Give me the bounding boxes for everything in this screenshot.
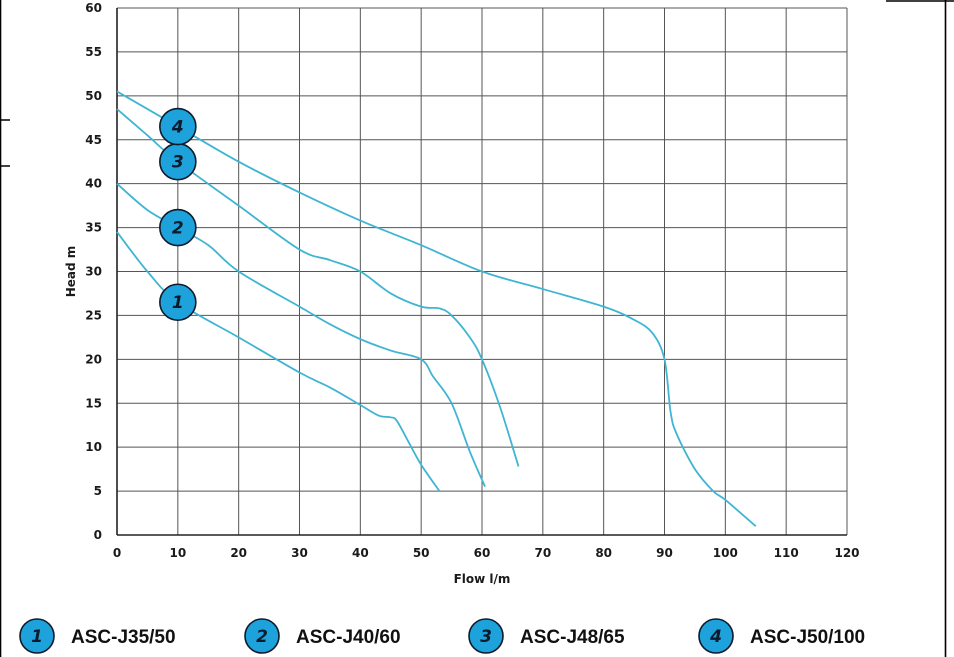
legend-badge-4-circle xyxy=(698,618,734,654)
x-tick-label: 30 xyxy=(291,546,308,560)
x-tick-label: 40 xyxy=(352,546,369,560)
y-tick-label: 25 xyxy=(85,308,102,322)
y-tick-label: 5 xyxy=(94,484,102,498)
x-tick-label: 0 xyxy=(113,546,121,560)
legend-label-1: ASC-J35/50 xyxy=(71,627,176,648)
curve-badge-4-circle xyxy=(159,107,197,146)
x-tick-label: 100 xyxy=(713,546,738,560)
curve-badge-2-circle xyxy=(159,208,197,247)
y-tick-label: 35 xyxy=(85,221,102,235)
y-tick-label: 30 xyxy=(85,265,102,279)
legend-label-3: ASC-J48/65 xyxy=(520,627,625,648)
series-line-1 xyxy=(116,231,441,492)
y-tick-label: 20 xyxy=(85,352,102,366)
curve-badge-2: 2 xyxy=(159,208,197,247)
curve-badge-4-number: 4 xyxy=(171,118,184,138)
x-tick-label: 20 xyxy=(230,546,247,560)
y-tick-label: 50 xyxy=(85,89,102,103)
curve-badge-1-number: 1 xyxy=(172,293,184,313)
legend-badge-1: 1 xyxy=(19,618,55,654)
x-tick-label: 60 xyxy=(474,546,491,560)
curve-badge-4: 4 xyxy=(159,107,197,146)
curve-badge-3-number: 3 xyxy=(172,153,184,173)
x-tick-label: 120 xyxy=(834,546,859,560)
x-tick-label: 80 xyxy=(595,546,612,560)
legend-badge-3: 3 xyxy=(468,618,504,654)
y-tick-label: 10 xyxy=(85,440,102,454)
curve-badge-3: 3 xyxy=(159,142,197,181)
y-tick-label: 55 xyxy=(85,45,102,59)
y-axis-label: Head m xyxy=(64,246,78,298)
x-tick-label: 110 xyxy=(774,546,799,560)
y-tick-label: 60 xyxy=(85,1,102,15)
legend: 1 ASC-J35/50 2 ASC-J40/60 3 ASC-J48/65 4 ASC-J5… xyxy=(19,618,865,654)
curve-badge-1-circle xyxy=(159,283,197,322)
tick-labels: 0 10 20 30 40 50 60 70 80 90 100 110 120 0 5 10 15 20 25 30… xyxy=(85,1,859,560)
legend-badge-2-circle xyxy=(244,618,280,654)
legend-badge-3-number: 3 xyxy=(480,627,492,647)
x-tick-label: 50 xyxy=(413,546,430,560)
legend-badge-4: 4 xyxy=(698,618,734,654)
legend-badge-2-number: 2 xyxy=(256,627,268,647)
series-lines xyxy=(116,90,757,527)
x-tick-label: 90 xyxy=(656,546,673,560)
x-tick-label: 10 xyxy=(169,546,186,560)
x-axis-label: Flow l/m xyxy=(454,572,511,586)
legend-badge-3-circle xyxy=(468,618,504,654)
y-tick-label: 45 xyxy=(85,133,102,147)
legend-badge-2: 2 xyxy=(244,618,280,654)
y-tick-label: 0 xyxy=(94,528,102,542)
series-line-4 xyxy=(116,90,757,527)
legend-label-4: ASC-J50/100 xyxy=(750,627,865,648)
curve-badges: 1 2 3 4 xyxy=(159,107,197,322)
y-tick-label: 15 xyxy=(85,396,102,410)
legend-badge-4-number: 4 xyxy=(709,627,722,647)
x-tick-label: 70 xyxy=(534,546,551,560)
y-tick-label: 40 xyxy=(85,177,102,191)
curve-badge-1: 1 xyxy=(159,283,197,322)
curve-badge-2-number: 2 xyxy=(172,219,184,239)
legend-label-2: ASC-J40/60 xyxy=(296,627,401,648)
legend-badge-1-number: 1 xyxy=(31,627,43,647)
legend-badge-1-circle xyxy=(19,618,55,654)
series-line-3 xyxy=(116,108,520,467)
